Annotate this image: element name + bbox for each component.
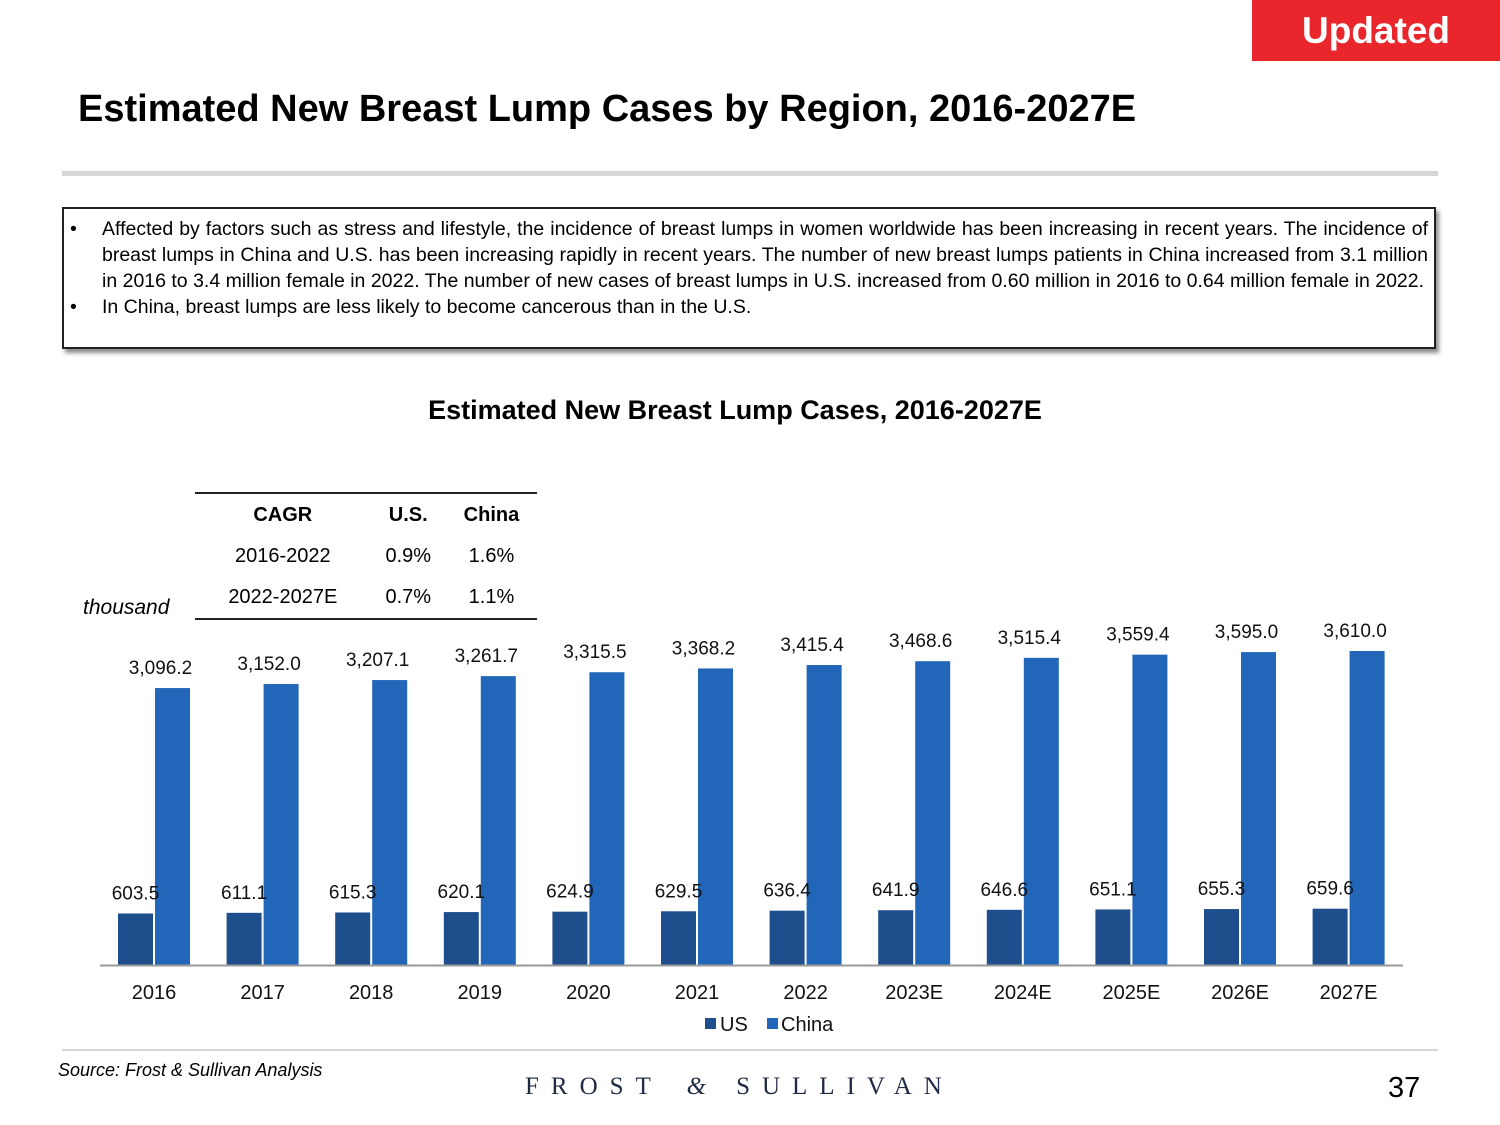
- cagr-header-row: CAGR U.S. China: [195, 492, 537, 536]
- bar-us: [335, 912, 371, 965]
- bar-us: [1095, 909, 1131, 965]
- bar-us: [986, 909, 1022, 965]
- chart-title: Estimated New Breast Lump Cases, 2016-20…: [428, 395, 1042, 425]
- data-label-china: 3,315.5: [563, 642, 626, 663]
- data-label-us: 603.5: [112, 883, 160, 904]
- data-label-china: 3,468.6: [889, 631, 952, 652]
- x-tick-label: 2019: [458, 982, 503, 1004]
- data-label-us: 620.1: [438, 882, 486, 903]
- cagr-cell: 0.9%: [385, 545, 432, 567]
- x-tick-label: 2026E: [1211, 982, 1269, 1004]
- cagr-header: U.S.: [370, 492, 446, 536]
- logo-word: FROST: [525, 1073, 663, 1100]
- x-tick-label: 2018: [349, 982, 394, 1004]
- data-label-us: 641.9: [872, 880, 920, 901]
- data-label-china: 3,415.4: [780, 635, 844, 656]
- bar-china: [480, 676, 516, 965]
- logo-ampersand: &: [686, 1073, 707, 1100]
- x-tick-label: 2016: [132, 982, 177, 1004]
- data-label-china: 3,096.2: [129, 658, 192, 679]
- source-note: Source: Frost & Sullivan Analysis: [58, 1060, 323, 1080]
- x-tick-label: 2027E: [1320, 982, 1378, 1004]
- cagr-table: CAGR U.S. China 2016-2022 0.9% 1.6% 2022…: [195, 492, 537, 620]
- page-number: 37: [1388, 1072, 1421, 1104]
- bar-china: [1241, 652, 1276, 965]
- bullet-icon: •: [70, 218, 77, 240]
- data-label-us: 659.6: [1306, 879, 1354, 900]
- data-label-china: 3,368.2: [672, 638, 735, 659]
- bar-china: [263, 684, 299, 965]
- x-tick-label: 2022: [783, 982, 828, 1004]
- x-tick-label: 2024E: [994, 982, 1052, 1004]
- bar-china: [155, 688, 190, 965]
- cagr-header: CAGR: [195, 492, 371, 536]
- summary-bullet: • In China, breast lumps are less likely …: [64, 294, 1428, 320]
- logo-word: SULLIVAN: [736, 1073, 954, 1100]
- data-label-china: 3,515.4: [998, 628, 1062, 649]
- bar-us: [878, 910, 914, 965]
- title-divider: [62, 171, 1438, 176]
- cagr-cell: 2022-2027E: [195, 577, 371, 620]
- frost-sullivan-logo: FROST & SULLIVAN: [525, 1073, 954, 1101]
- bar-us: [552, 911, 588, 965]
- cagr-cell: 2016-2022: [234, 545, 331, 567]
- cagr-cell: 0.7%: [370, 577, 446, 620]
- cagr-header: China: [445, 492, 537, 536]
- page-title: Estimated New Breast Lump Cases by Regio…: [78, 88, 1137, 130]
- bar-china: [1132, 654, 1168, 965]
- data-label-us: 629.5: [655, 881, 703, 902]
- data-label-us: 655.3: [1198, 879, 1246, 900]
- data-label-china: 3,595.0: [1215, 622, 1278, 643]
- data-label-china: 3,559.4: [1106, 625, 1170, 646]
- data-label-china: 3,610.0: [1323, 621, 1386, 642]
- legend-label-us: US: [720, 1014, 748, 1036]
- footer-divider: [62, 1049, 1438, 1051]
- data-label-us: 624.9: [546, 882, 594, 903]
- data-label-china: 3,207.1: [346, 650, 409, 671]
- bar-china: [589, 672, 625, 965]
- cagr-cell: 1.1%: [445, 577, 537, 620]
- data-label-us: 646.6: [981, 880, 1029, 901]
- bar-china: [698, 668, 733, 965]
- cagr-cell: 1.6%: [468, 545, 515, 567]
- data-label-us: 651.1: [1089, 879, 1137, 900]
- data-label-china: 3,261.7: [455, 646, 518, 667]
- bar-us: [118, 913, 153, 965]
- bar-us: [661, 911, 696, 965]
- data-label-us: 615.3: [329, 882, 377, 903]
- bar-us: [226, 912, 262, 965]
- bar-us: [769, 910, 805, 965]
- legend-label-china: China: [781, 1014, 834, 1036]
- data-label-us: 611.1: [221, 883, 267, 904]
- data-label-us: 636.4: [763, 881, 811, 902]
- bar-china: [915, 661, 951, 965]
- summary-bullet: • Affected by factors such as stress and …: [64, 216, 1428, 294]
- x-tick-label: 2020: [566, 982, 611, 1004]
- summary-text: Affected by factors such as stress and l…: [102, 218, 1428, 292]
- bullet-icon: •: [70, 296, 77, 318]
- legend-swatch-us: [705, 1018, 716, 1029]
- cagr-row: 2016-2022 0.9% 1.6%: [195, 536, 537, 577]
- data-label-china: 3,152.0: [237, 654, 300, 675]
- summary-text: In China, breast lumps are less likely t…: [102, 296, 752, 318]
- bar-china: [806, 665, 842, 965]
- bar-us: [1312, 908, 1348, 965]
- cagr-row: 2022-2027E 0.7% 1.1%: [195, 577, 537, 620]
- x-tick-label: 2025E: [1102, 982, 1160, 1004]
- bar-china: [1023, 657, 1059, 965]
- bar-us: [443, 912, 479, 965]
- bar-china: [1349, 651, 1385, 965]
- x-tick-label: 2017: [240, 982, 285, 1004]
- updated-badge: Updated: [1252, 0, 1500, 61]
- bar-us: [1204, 909, 1239, 965]
- x-tick-label: 2021: [675, 982, 720, 1004]
- x-tick-label: 2023E: [885, 982, 943, 1004]
- summary-box: • Affected by factors such as stress and …: [62, 207, 1436, 349]
- legend-swatch-china: [767, 1018, 778, 1029]
- bar-china: [372, 680, 408, 965]
- unit-label: thousand: [83, 596, 170, 619]
